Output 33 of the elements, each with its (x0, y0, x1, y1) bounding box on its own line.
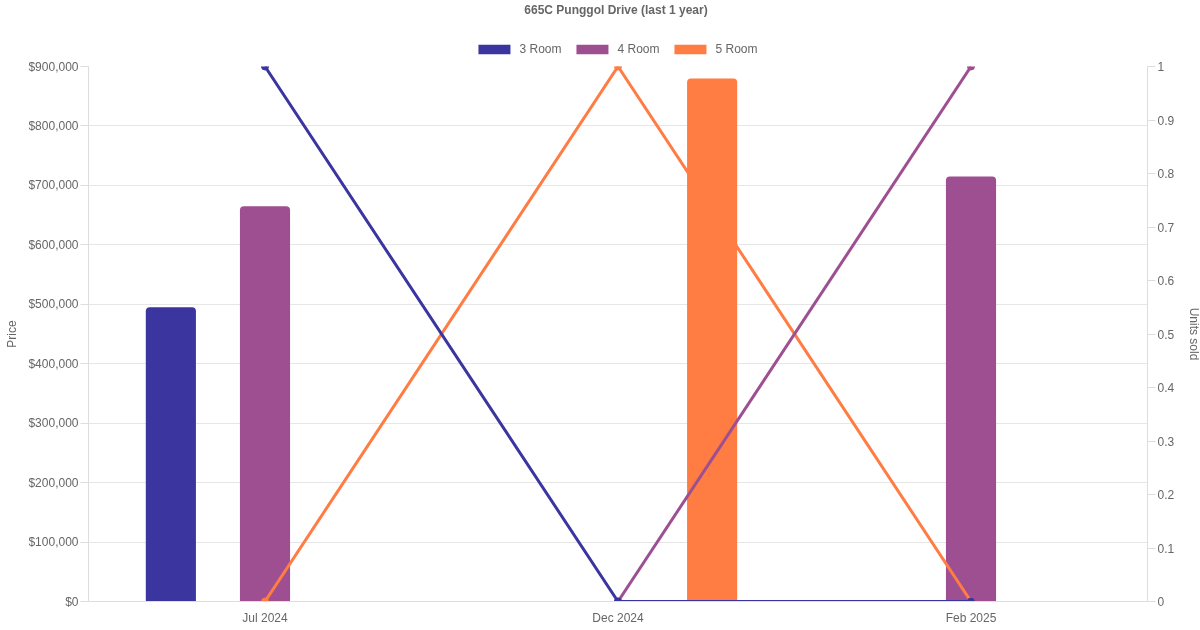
legend-label: 3 Room (519, 42, 562, 56)
y2-tick-label: 0.5 (1157, 327, 1175, 342)
y-tick-label: $500,000 (28, 297, 79, 312)
y2-tick-label: 0.1 (1157, 541, 1175, 556)
y2-tick-label: 0.9 (1157, 113, 1175, 128)
y-axis-title: Price (5, 320, 20, 348)
y-tick-label: $900,000 (28, 59, 79, 74)
bar (145, 307, 196, 602)
y-tick-label: $0 (65, 594, 79, 609)
x-tick-label: Jul 2024 (242, 610, 289, 625)
y-tick-label: $300,000 (28, 416, 79, 431)
chart-title: 665C Punggol Drive (last 1 year) (524, 2, 708, 17)
y2-tick-label: 0.3 (1157, 434, 1175, 449)
y2-tick-label: 0.4 (1157, 381, 1175, 395)
y-tick-label: $800,000 (28, 118, 79, 133)
legend-label: 5 Room (715, 42, 758, 56)
y2-tick-label: 0 (1157, 595, 1165, 609)
y2-axis-title: Units sold (1187, 307, 1200, 361)
bar (945, 176, 997, 602)
y2-tick-label: 1 (1157, 60, 1165, 74)
y-tick-label: $700,000 (28, 178, 79, 193)
y2-tick-label: 0.6 (1157, 274, 1175, 288)
bar (239, 206, 291, 602)
y-tick-label: $400,000 (28, 356, 79, 371)
y2-tick-label: 0.2 (1157, 488, 1175, 502)
x-tick-label: Feb 2025 (945, 610, 997, 625)
y2-tick-label: 0.8 (1157, 167, 1175, 181)
y2-tick-label: 0.7 (1157, 220, 1175, 235)
legend-label: 4 Room (617, 42, 660, 56)
x-tick-label: Dec 2024 (592, 610, 645, 625)
y-tick-label: $200,000 (28, 475, 79, 490)
y-tick-label: $100,000 (28, 535, 79, 550)
y-tick-label: $600,000 (28, 237, 79, 252)
